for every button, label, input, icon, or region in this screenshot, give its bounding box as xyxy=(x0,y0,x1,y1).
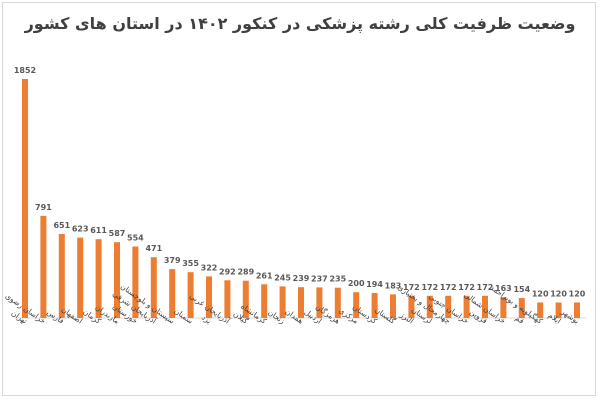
bar xyxy=(334,287,341,318)
data-label: 611 xyxy=(90,226,107,235)
bar xyxy=(426,295,433,318)
data-label: 289 xyxy=(237,268,254,277)
bar xyxy=(150,257,157,318)
bar xyxy=(574,302,580,318)
data-label: 154 xyxy=(513,285,530,294)
bar xyxy=(316,287,323,318)
data-label: 237 xyxy=(311,274,328,283)
data-label: 172 xyxy=(458,283,475,292)
data-label: 235 xyxy=(329,275,346,284)
data-label: 261 xyxy=(256,271,273,280)
bar xyxy=(482,295,488,318)
data-label: 200 xyxy=(348,279,365,288)
data-label: 651 xyxy=(53,221,70,230)
data-label: 355 xyxy=(182,259,199,268)
data-label: 379 xyxy=(164,256,181,265)
bar xyxy=(77,237,84,318)
data-label: 194 xyxy=(366,280,383,289)
bar xyxy=(353,292,360,318)
data-label: 172 xyxy=(403,283,420,292)
data-label: 183 xyxy=(385,281,402,290)
chart-frame xyxy=(2,2,596,396)
data-label: 172 xyxy=(477,283,494,292)
chart-title: وضعیت ظرفیت کلی رشته پزشکی در کنکور ۱۴۰۲… xyxy=(24,14,576,33)
bar xyxy=(58,234,65,318)
bar xyxy=(40,215,47,318)
bar xyxy=(463,295,470,318)
data-label: 791 xyxy=(35,203,52,212)
bar xyxy=(518,298,525,318)
bar xyxy=(132,246,139,318)
data-label: 292 xyxy=(219,267,236,276)
bar xyxy=(242,280,249,318)
data-label: 120 xyxy=(569,290,586,299)
data-label: 623 xyxy=(72,225,89,234)
data-label: 120 xyxy=(550,290,567,299)
data-label: 554 xyxy=(127,234,144,243)
data-label: 239 xyxy=(293,274,310,283)
bar xyxy=(298,287,304,318)
data-label: 172 xyxy=(421,283,438,292)
bar xyxy=(555,302,562,318)
data-label: 471 xyxy=(145,244,162,253)
data-label: 245 xyxy=(274,273,291,282)
bar xyxy=(95,239,102,318)
bar xyxy=(206,276,212,318)
data-label: 587 xyxy=(109,229,126,238)
bar xyxy=(537,302,544,318)
data-label: 120 xyxy=(532,290,549,299)
bar xyxy=(371,293,378,318)
bar xyxy=(224,280,231,318)
bar xyxy=(261,284,268,318)
bar xyxy=(390,294,396,318)
bar xyxy=(500,297,507,318)
bar xyxy=(22,79,28,318)
data-label: 322 xyxy=(201,263,218,272)
bar xyxy=(279,286,286,318)
data-label: 1852 xyxy=(14,66,36,75)
data-label: 163 xyxy=(495,284,512,293)
bar xyxy=(187,272,194,318)
bar xyxy=(169,269,176,318)
bar xyxy=(445,295,452,318)
bar xyxy=(408,295,415,318)
bar xyxy=(114,242,120,318)
data-label: 172 xyxy=(440,283,457,292)
